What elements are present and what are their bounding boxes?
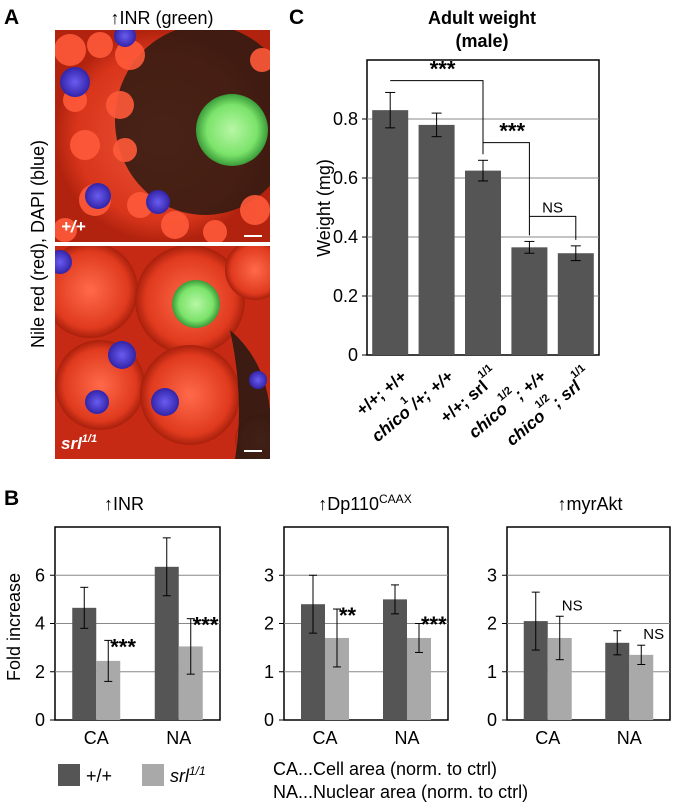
panel-c-ylabel: Weight (mg) (314, 159, 334, 257)
legend: +/+ srl1/1 (58, 764, 206, 786)
x-tick-label: CA (84, 728, 109, 748)
y-tick-label: 4 (35, 614, 45, 634)
significance-label: *** (193, 613, 219, 638)
legend-label-wildtype: +/+ (86, 766, 112, 786)
chart-title: ↑Dp110CAAX (318, 492, 411, 514)
y-tick-label: 2 (35, 662, 45, 682)
y-tick-label: 3 (264, 565, 274, 585)
significance-bracket (390, 80, 484, 155)
y-tick-label: 1 (487, 662, 497, 682)
significance-label: *** (499, 119, 525, 144)
chart-adult-weight: 00.20.40.60.8+/+; +/+chico1/+; +/++/+; s… (333, 57, 600, 450)
bar (372, 110, 409, 356)
panel-c-subtitle: (male) (455, 31, 508, 51)
significance-label: *** (421, 612, 447, 637)
x-tick-label: NA (617, 728, 642, 748)
nucleus-blue-bottom-5 (249, 371, 267, 389)
y-tick-label: 0 (264, 710, 274, 730)
significance-label: *** (430, 57, 456, 82)
panel-a-letter: A (4, 6, 19, 29)
x-tick-label: CA (312, 728, 337, 748)
chart-inr: ↑INR 0 2 4 6 CA *** NA *** (35, 494, 221, 748)
nucleus-blue-top-3 (146, 190, 170, 214)
chart-dp110: ↑Dp110CAAX 0 1 2 3 CA ** NA *** (264, 492, 449, 748)
panel-a: A ↑INR (green) Nile red (red), DAPI (blu… (4, 6, 270, 459)
legend-label-srl: srl1/1 (170, 764, 206, 786)
legend-swatch-wildtype (58, 764, 80, 786)
note-ca: CA...Cell area (norm. to ctrl) (273, 759, 497, 779)
x-tick-label: NA (394, 728, 419, 748)
nucleus-blue-top-4 (114, 30, 136, 47)
scale-bar-bottom (244, 450, 262, 452)
bar (511, 247, 548, 355)
bar-wildtype (383, 599, 407, 720)
significance-label: NS (542, 199, 563, 216)
micrograph-wildtype: +/+ (55, 30, 270, 242)
y-tick-label: 3 (487, 565, 497, 585)
nucleus-green-top (196, 94, 268, 166)
significance-label: NS (643, 626, 664, 643)
significance-label: NS (562, 597, 583, 614)
nucleus-blue-top-2 (85, 183, 111, 209)
y-tick-label: 0 (348, 345, 358, 365)
x-tick-label: NA (166, 728, 191, 748)
scale-bar-top (244, 235, 262, 237)
y-tick-label: 0.2 (333, 286, 358, 306)
y-tick-label: 0.6 (333, 168, 358, 188)
panel-b-ylabel: Fold increase (4, 573, 24, 681)
y-tick-label: 0.4 (333, 227, 358, 247)
chart-title: ↑INR (104, 494, 144, 514)
y-tick-label: 2 (487, 614, 497, 634)
chart-myrakt: ↑myrAkt 0 1 2 3 CA NS NA NS (487, 494, 671, 748)
bar (557, 253, 594, 355)
nucleus-green-bottom (172, 280, 220, 328)
micrograph-srl: srl1/1 (55, 246, 270, 459)
panel-b: B Fold increase ↑INR 0 2 4 6 CA *** NA *** ↑Dp11… (4, 487, 671, 748)
nucleus-blue-bottom-1 (55, 250, 72, 274)
nucleus-blue-bottom-4 (151, 388, 179, 416)
significance-label: ** (339, 603, 357, 628)
y-tick-label: 2 (264, 614, 274, 634)
panel-a-title: ↑INR (green) (110, 8, 213, 28)
nucleus-blue-bottom-3 (85, 390, 109, 414)
legend-swatch-srl (142, 764, 164, 786)
y-tick-label: 0 (35, 710, 45, 730)
y-tick-label: 0.8 (333, 109, 358, 129)
panel-a-ylabel: Nile red (red), DAPI (blue) (28, 140, 48, 348)
image-label-srl: srl1/1 (61, 433, 97, 453)
panel-b-letter: B (4, 487, 19, 510)
x-tick-label: chico1/2; srl1/1 (499, 362, 596, 449)
bar-wildtype (605, 642, 630, 720)
significance-bracket (483, 142, 530, 236)
y-tick-label: 1 (264, 662, 274, 682)
bar-srl (629, 654, 654, 720)
note-na: NA...Nuclear area (norm. to ctrl) (273, 782, 528, 802)
significance-bracket (529, 215, 577, 240)
nucleus-blue-bottom-2 (108, 341, 136, 369)
panel-c-letter: C (289, 6, 304, 29)
significance-label: *** (110, 634, 136, 659)
x-tick-label: CA (535, 728, 560, 748)
panel-c: C Adult weight (male) Weight (mg) 0 0.2 0.… (289, 6, 600, 450)
bar (465, 170, 501, 355)
bar (418, 124, 455, 356)
panel-c-title: Adult weight (428, 8, 536, 28)
nucleus-blue-top-1 (60, 67, 90, 97)
chart-title: ↑myrAkt (558, 494, 623, 514)
y-tick-label: 0 (487, 710, 497, 730)
y-tick-label: 6 (35, 565, 45, 585)
image-label-wildtype: +/+ (61, 217, 86, 236)
